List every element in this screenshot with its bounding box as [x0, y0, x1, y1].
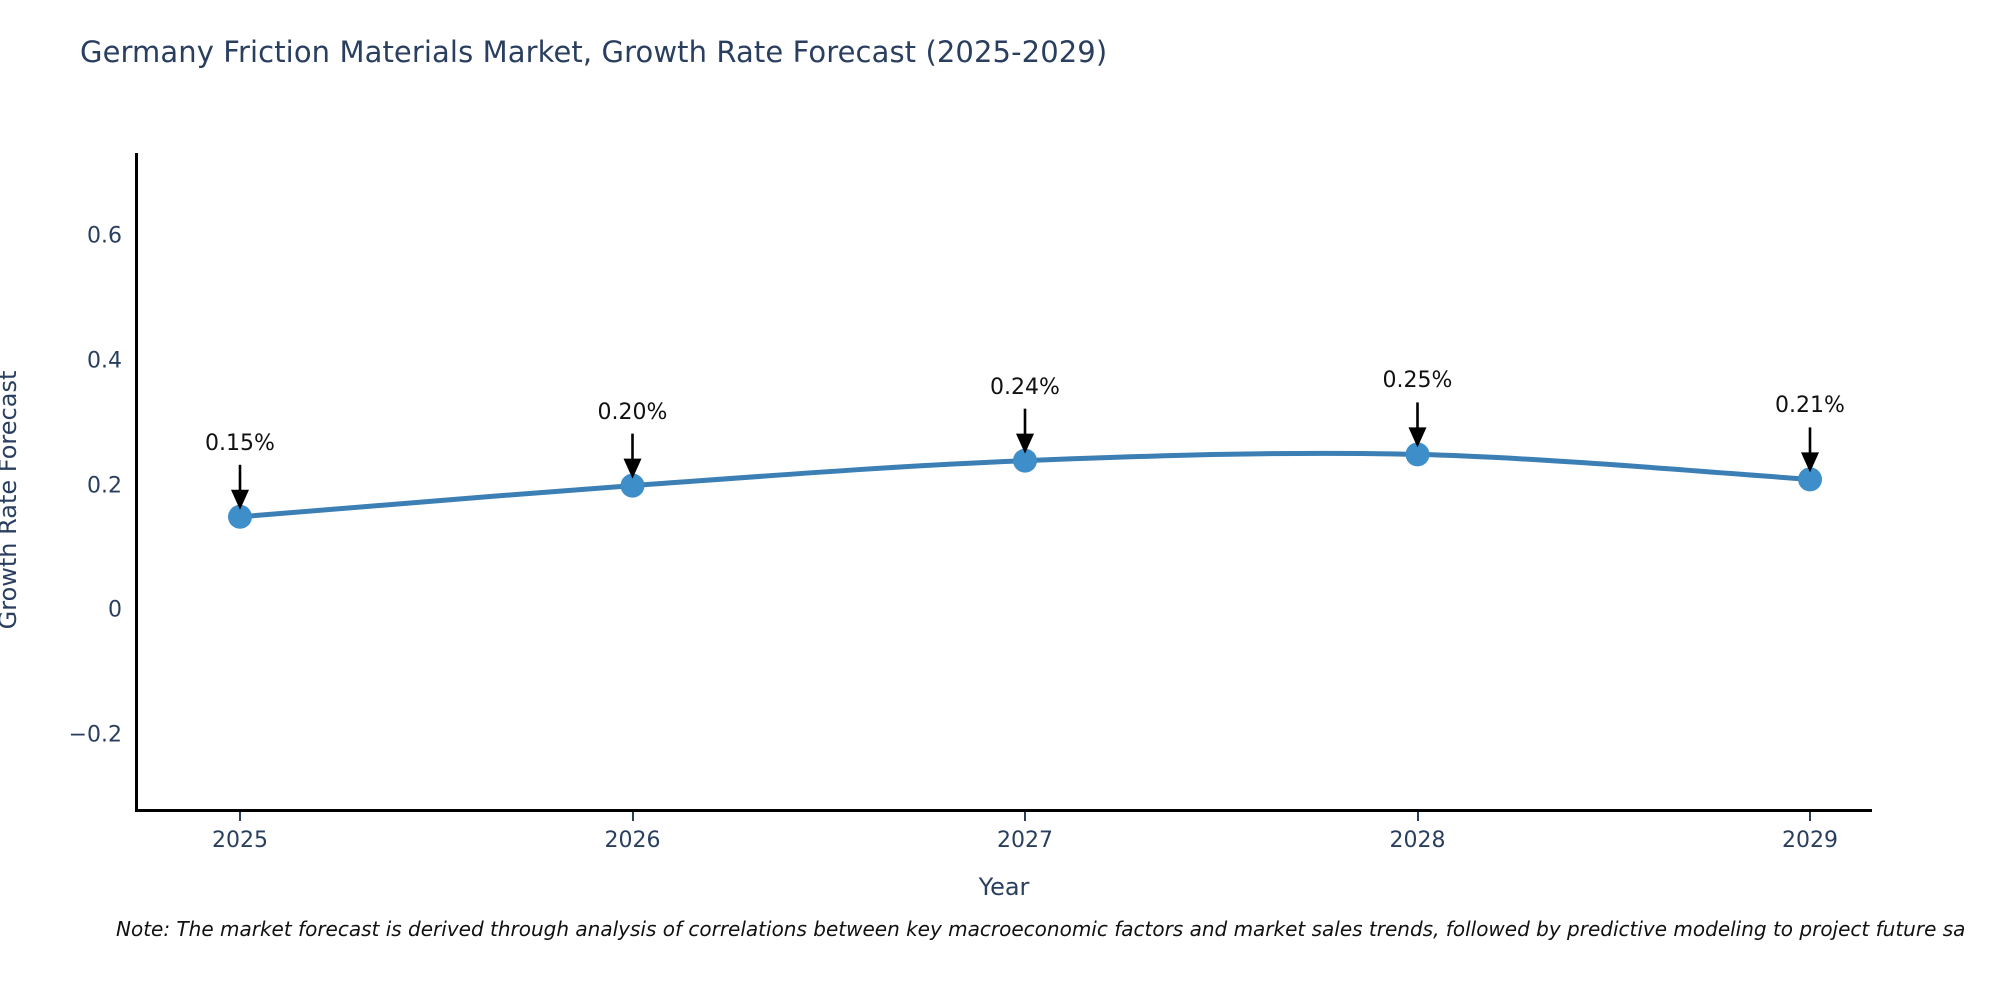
x-tick-mark — [239, 812, 241, 821]
x-tick-mark — [1809, 812, 1811, 821]
data-point-marker[interactable] — [1405, 442, 1430, 467]
annotation-arrow — [1016, 408, 1034, 454]
data-point-marker[interactable] — [1013, 448, 1037, 473]
x-tick-mark — [1024, 812, 1026, 821]
data-point-label: 0.21% — [1775, 393, 1845, 419]
y-tick-label: 0.4 — [87, 348, 122, 374]
x-axis-title: Year — [978, 873, 1030, 901]
data-point-marker[interactable] — [620, 473, 645, 498]
x-tick-label: 2027 — [997, 828, 1053, 853]
x-tick-label: 2028 — [1389, 828, 1446, 853]
y-tick-label: 0.2 — [87, 473, 122, 499]
y-tick-label: −0.2 — [68, 722, 122, 748]
x-tick-mark — [1416, 812, 1419, 821]
annotation-arrow — [1801, 427, 1819, 473]
footnote: Note: The market forecast is derived thr… — [116, 917, 1966, 941]
y-tick-label: 0 — [108, 597, 122, 623]
data-point-marker[interactable] — [1798, 467, 1822, 492]
x-tick-label: 2029 — [1782, 828, 1838, 853]
chart-title: Germany Friction Materials Market, Growt… — [80, 35, 1108, 69]
data-point-label: 0.24% — [990, 374, 1060, 400]
annotation-arrow — [1408, 402, 1427, 448]
x-tick-label: 2026 — [604, 828, 661, 853]
annotation-arrow — [623, 433, 642, 479]
data-point-label: 0.25% — [1382, 368, 1453, 394]
x-axis-line — [135, 809, 1872, 812]
data-point-label: 0.20% — [597, 399, 668, 425]
y-tick-label: 0.6 — [87, 223, 122, 249]
forecast-line — [237, 450, 1813, 520]
data-point-label: 0.15% — [205, 430, 275, 456]
y-axis-line — [135, 153, 138, 812]
annotation-arrow — [231, 464, 249, 510]
x-tick-label: 2025 — [212, 828, 268, 853]
data-point-marker[interactable] — [228, 504, 252, 529]
x-tick-mark — [631, 812, 634, 821]
y-axis-tick-labels: 0.6 0.4 0.2 0 −0.2 — [0, 0, 122, 1000]
